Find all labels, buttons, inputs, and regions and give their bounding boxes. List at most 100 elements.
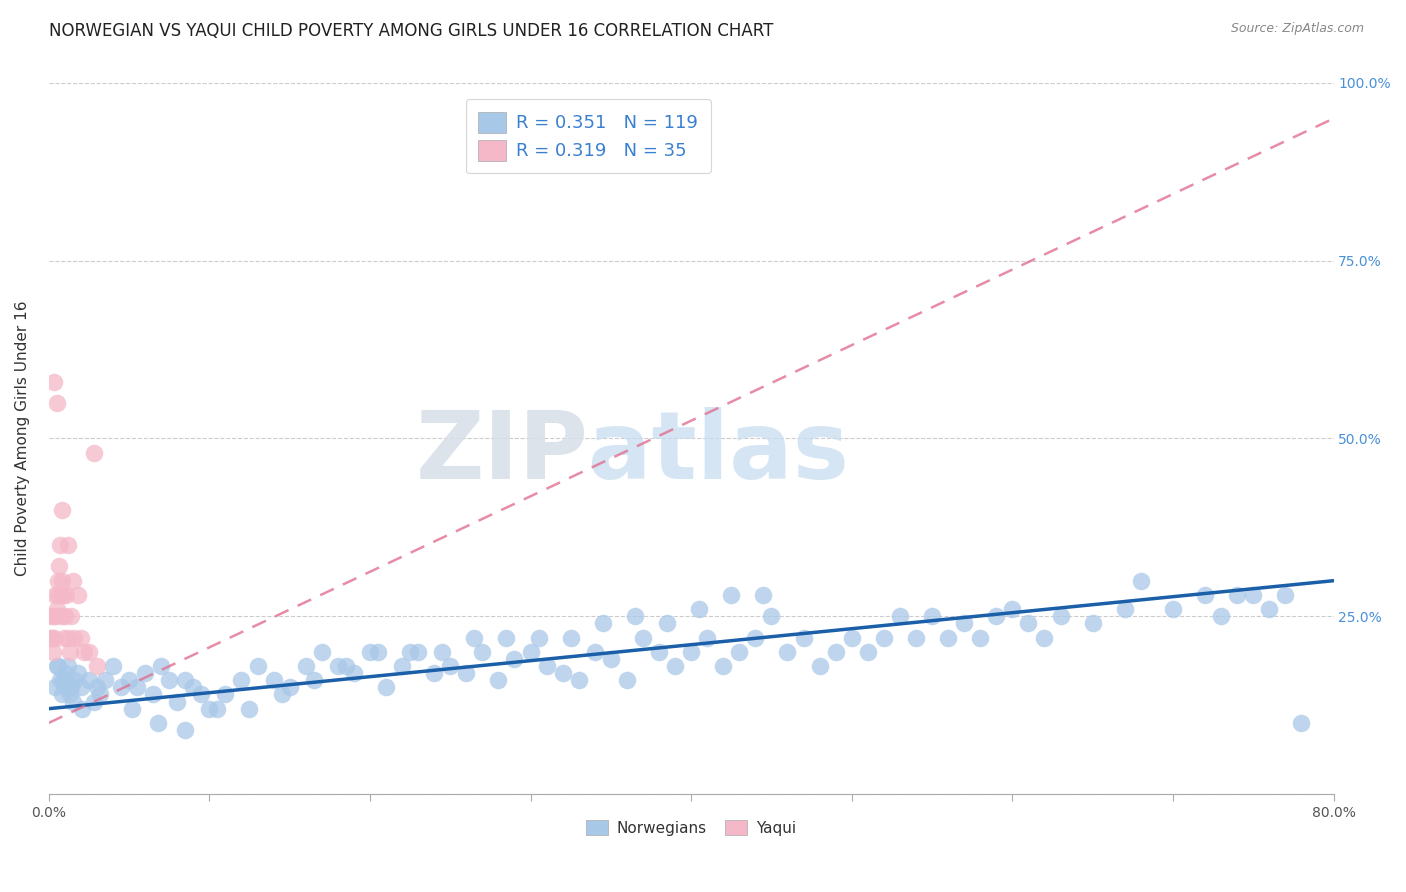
Point xyxy=(793,631,815,645)
Point xyxy=(592,616,614,631)
Point xyxy=(157,673,180,688)
Point xyxy=(728,645,751,659)
Point xyxy=(359,645,381,659)
Point xyxy=(599,652,621,666)
Point xyxy=(655,616,678,631)
Point xyxy=(1033,631,1056,645)
Point xyxy=(536,659,558,673)
Point xyxy=(42,645,65,659)
Point xyxy=(45,602,67,616)
Point xyxy=(150,659,173,673)
Text: ZIP: ZIP xyxy=(416,407,588,499)
Point xyxy=(1226,588,1249,602)
Point xyxy=(166,695,188,709)
Point xyxy=(45,396,67,410)
Point xyxy=(86,681,108,695)
Point xyxy=(495,631,517,645)
Point xyxy=(560,631,582,645)
Point xyxy=(59,645,82,659)
Point xyxy=(527,631,550,645)
Point xyxy=(142,688,165,702)
Point xyxy=(63,631,86,645)
Point xyxy=(1017,616,1039,631)
Point xyxy=(62,574,84,588)
Point xyxy=(55,681,77,695)
Point xyxy=(94,673,117,688)
Point xyxy=(45,609,67,624)
Point xyxy=(46,588,69,602)
Point xyxy=(551,666,574,681)
Point xyxy=(503,652,526,666)
Point xyxy=(841,631,863,645)
Point xyxy=(1209,609,1232,624)
Point xyxy=(48,559,70,574)
Point xyxy=(52,588,75,602)
Point xyxy=(583,645,606,659)
Point xyxy=(1049,609,1071,624)
Point xyxy=(214,688,236,702)
Legend: Norwegians, Yaqui: Norwegians, Yaqui xyxy=(579,812,804,843)
Point xyxy=(432,645,454,659)
Point xyxy=(51,502,73,516)
Point xyxy=(294,659,316,673)
Point xyxy=(62,695,84,709)
Point xyxy=(744,631,766,645)
Point xyxy=(391,659,413,673)
Point xyxy=(969,631,991,645)
Point xyxy=(45,659,67,673)
Point xyxy=(873,631,896,645)
Text: Source: ZipAtlas.com: Source: ZipAtlas.com xyxy=(1230,22,1364,36)
Point xyxy=(48,659,70,673)
Point xyxy=(56,538,79,552)
Point xyxy=(60,609,83,624)
Point xyxy=(190,688,212,702)
Point xyxy=(231,673,253,688)
Point xyxy=(49,673,72,688)
Point xyxy=(51,609,73,624)
Point xyxy=(48,574,70,588)
Point xyxy=(375,681,398,695)
Point xyxy=(73,645,96,659)
Text: atlas: atlas xyxy=(588,407,849,499)
Point xyxy=(953,616,976,631)
Point xyxy=(904,631,927,645)
Point xyxy=(776,645,799,659)
Point xyxy=(51,574,73,588)
Point xyxy=(688,602,710,616)
Point xyxy=(889,609,911,624)
Point xyxy=(311,645,333,659)
Point xyxy=(110,681,132,695)
Point xyxy=(568,673,591,688)
Point xyxy=(41,631,63,645)
Point xyxy=(44,631,66,645)
Point xyxy=(1274,588,1296,602)
Point xyxy=(1081,616,1104,631)
Point xyxy=(77,645,100,659)
Point xyxy=(681,645,703,659)
Point xyxy=(121,701,143,715)
Point xyxy=(246,659,269,673)
Point xyxy=(423,666,446,681)
Point xyxy=(101,659,124,673)
Point xyxy=(856,645,879,659)
Point xyxy=(56,659,79,673)
Point xyxy=(174,673,197,688)
Point xyxy=(270,688,292,702)
Point xyxy=(648,645,671,659)
Point xyxy=(118,673,141,688)
Point xyxy=(278,681,301,695)
Point xyxy=(42,375,65,389)
Point xyxy=(406,645,429,659)
Point xyxy=(77,673,100,688)
Point xyxy=(1114,602,1136,616)
Point xyxy=(55,588,77,602)
Point xyxy=(44,588,66,602)
Point xyxy=(921,609,943,624)
Point xyxy=(89,688,111,702)
Point xyxy=(696,631,718,645)
Point xyxy=(146,715,169,730)
Point xyxy=(1001,602,1024,616)
Point xyxy=(1161,602,1184,616)
Point xyxy=(367,645,389,659)
Point xyxy=(1291,715,1313,730)
